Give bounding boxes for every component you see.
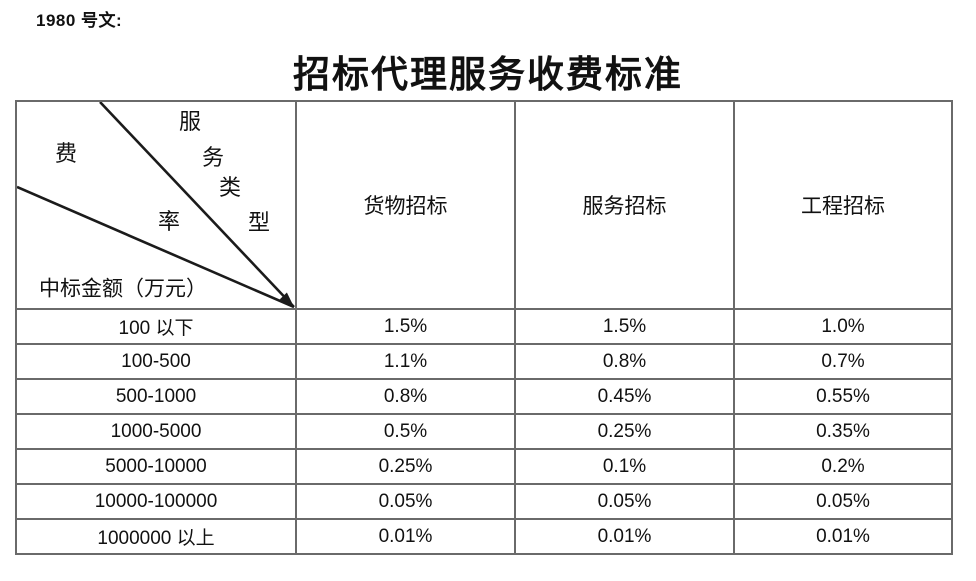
amount-range-cell: 100 以下 [15, 308, 297, 345]
table-row: 100 以下 1.5% 1.5% 1.0% [15, 308, 953, 345]
amount-range-cell: 1000-5000 [15, 413, 297, 450]
rate-cell: 0.45% [514, 378, 735, 415]
doc-number-label: 1980 号文: [36, 11, 123, 30]
rate-cell: 0.7% [733, 343, 953, 380]
amount-axis-label: 中标金额（万元） [39, 276, 207, 301]
header-row: 服 费 务 类 率 型 中标金额（万元） 货物招标 服务招标 工程招标 [15, 100, 953, 310]
rate-cell: 0.8% [514, 343, 735, 380]
column-header-goods-bidding: 货物招标 [295, 100, 516, 310]
rate-cell: 1.0% [733, 308, 953, 345]
amount-range-cell: 5000-10000 [15, 448, 297, 485]
rate-cell: 0.35% [733, 413, 953, 450]
rate-cell: 0.05% [514, 483, 735, 520]
service-type-char-4: 型 [247, 210, 271, 235]
rate-cell: 0.01% [514, 518, 735, 555]
rate-cell: 0.55% [733, 378, 953, 415]
table-row: 10000-100000 0.05% 0.05% 0.05% [15, 483, 953, 520]
rate-cell: 0.05% [295, 483, 516, 520]
rate-cell: 1.5% [295, 308, 516, 345]
table-row: 500-1000 0.8% 0.45% 0.55% [15, 378, 953, 415]
amount-range-cell: 100-500 [15, 343, 297, 380]
column-header-services-bidding: 服务招标 [514, 100, 735, 310]
rate-cell: 0.05% [733, 483, 953, 520]
rate-cell: 0.1% [514, 448, 735, 485]
service-type-char-3: 类 [218, 175, 242, 200]
amount-range-cell: 1000000 以上 [15, 518, 297, 555]
rate-cell: 0.01% [295, 518, 516, 555]
diagonal-arrowhead-icon [279, 292, 294, 307]
page-title: 招标代理服务收费标准 [293, 55, 683, 96]
fee-rate-char-2: 率 [157, 209, 181, 234]
table-row: 100-500 1.1% 0.8% 0.7% [15, 343, 953, 380]
amount-range-cell: 500-1000 [15, 378, 297, 415]
fee-standard-table: 服 费 务 类 率 型 中标金额（万元） 货物招标 服务招标 工程招标 100 … [15, 100, 953, 555]
rate-cell: 1.1% [295, 343, 516, 380]
amount-range-cell: 10000-100000 [15, 483, 297, 520]
diagonal-lines-graphic [17, 102, 295, 308]
service-type-char-2: 务 [201, 145, 225, 170]
rate-cell: 0.25% [514, 413, 735, 450]
rate-cell: 1.5% [514, 308, 735, 345]
table-corner-header: 服 费 务 类 率 型 中标金额（万元） [15, 100, 297, 310]
service-type-char-1: 服 [178, 109, 202, 134]
table-row: 1000000 以上 0.01% 0.01% 0.01% [15, 518, 953, 555]
table-row: 1000-5000 0.5% 0.25% 0.35% [15, 413, 953, 450]
rate-cell: 0.25% [295, 448, 516, 485]
rate-cell: 0.01% [733, 518, 953, 555]
diagonal-header-cell: 服 费 务 类 率 型 中标金额（万元） [17, 102, 295, 308]
table-row: 5000-10000 0.25% 0.1% 0.2% [15, 448, 953, 485]
column-header-works-bidding: 工程招标 [733, 100, 953, 310]
rate-cell: 0.2% [733, 448, 953, 485]
fee-rate-char-1: 费 [54, 141, 78, 166]
rate-cell: 0.5% [295, 413, 516, 450]
rate-cell: 0.8% [295, 378, 516, 415]
